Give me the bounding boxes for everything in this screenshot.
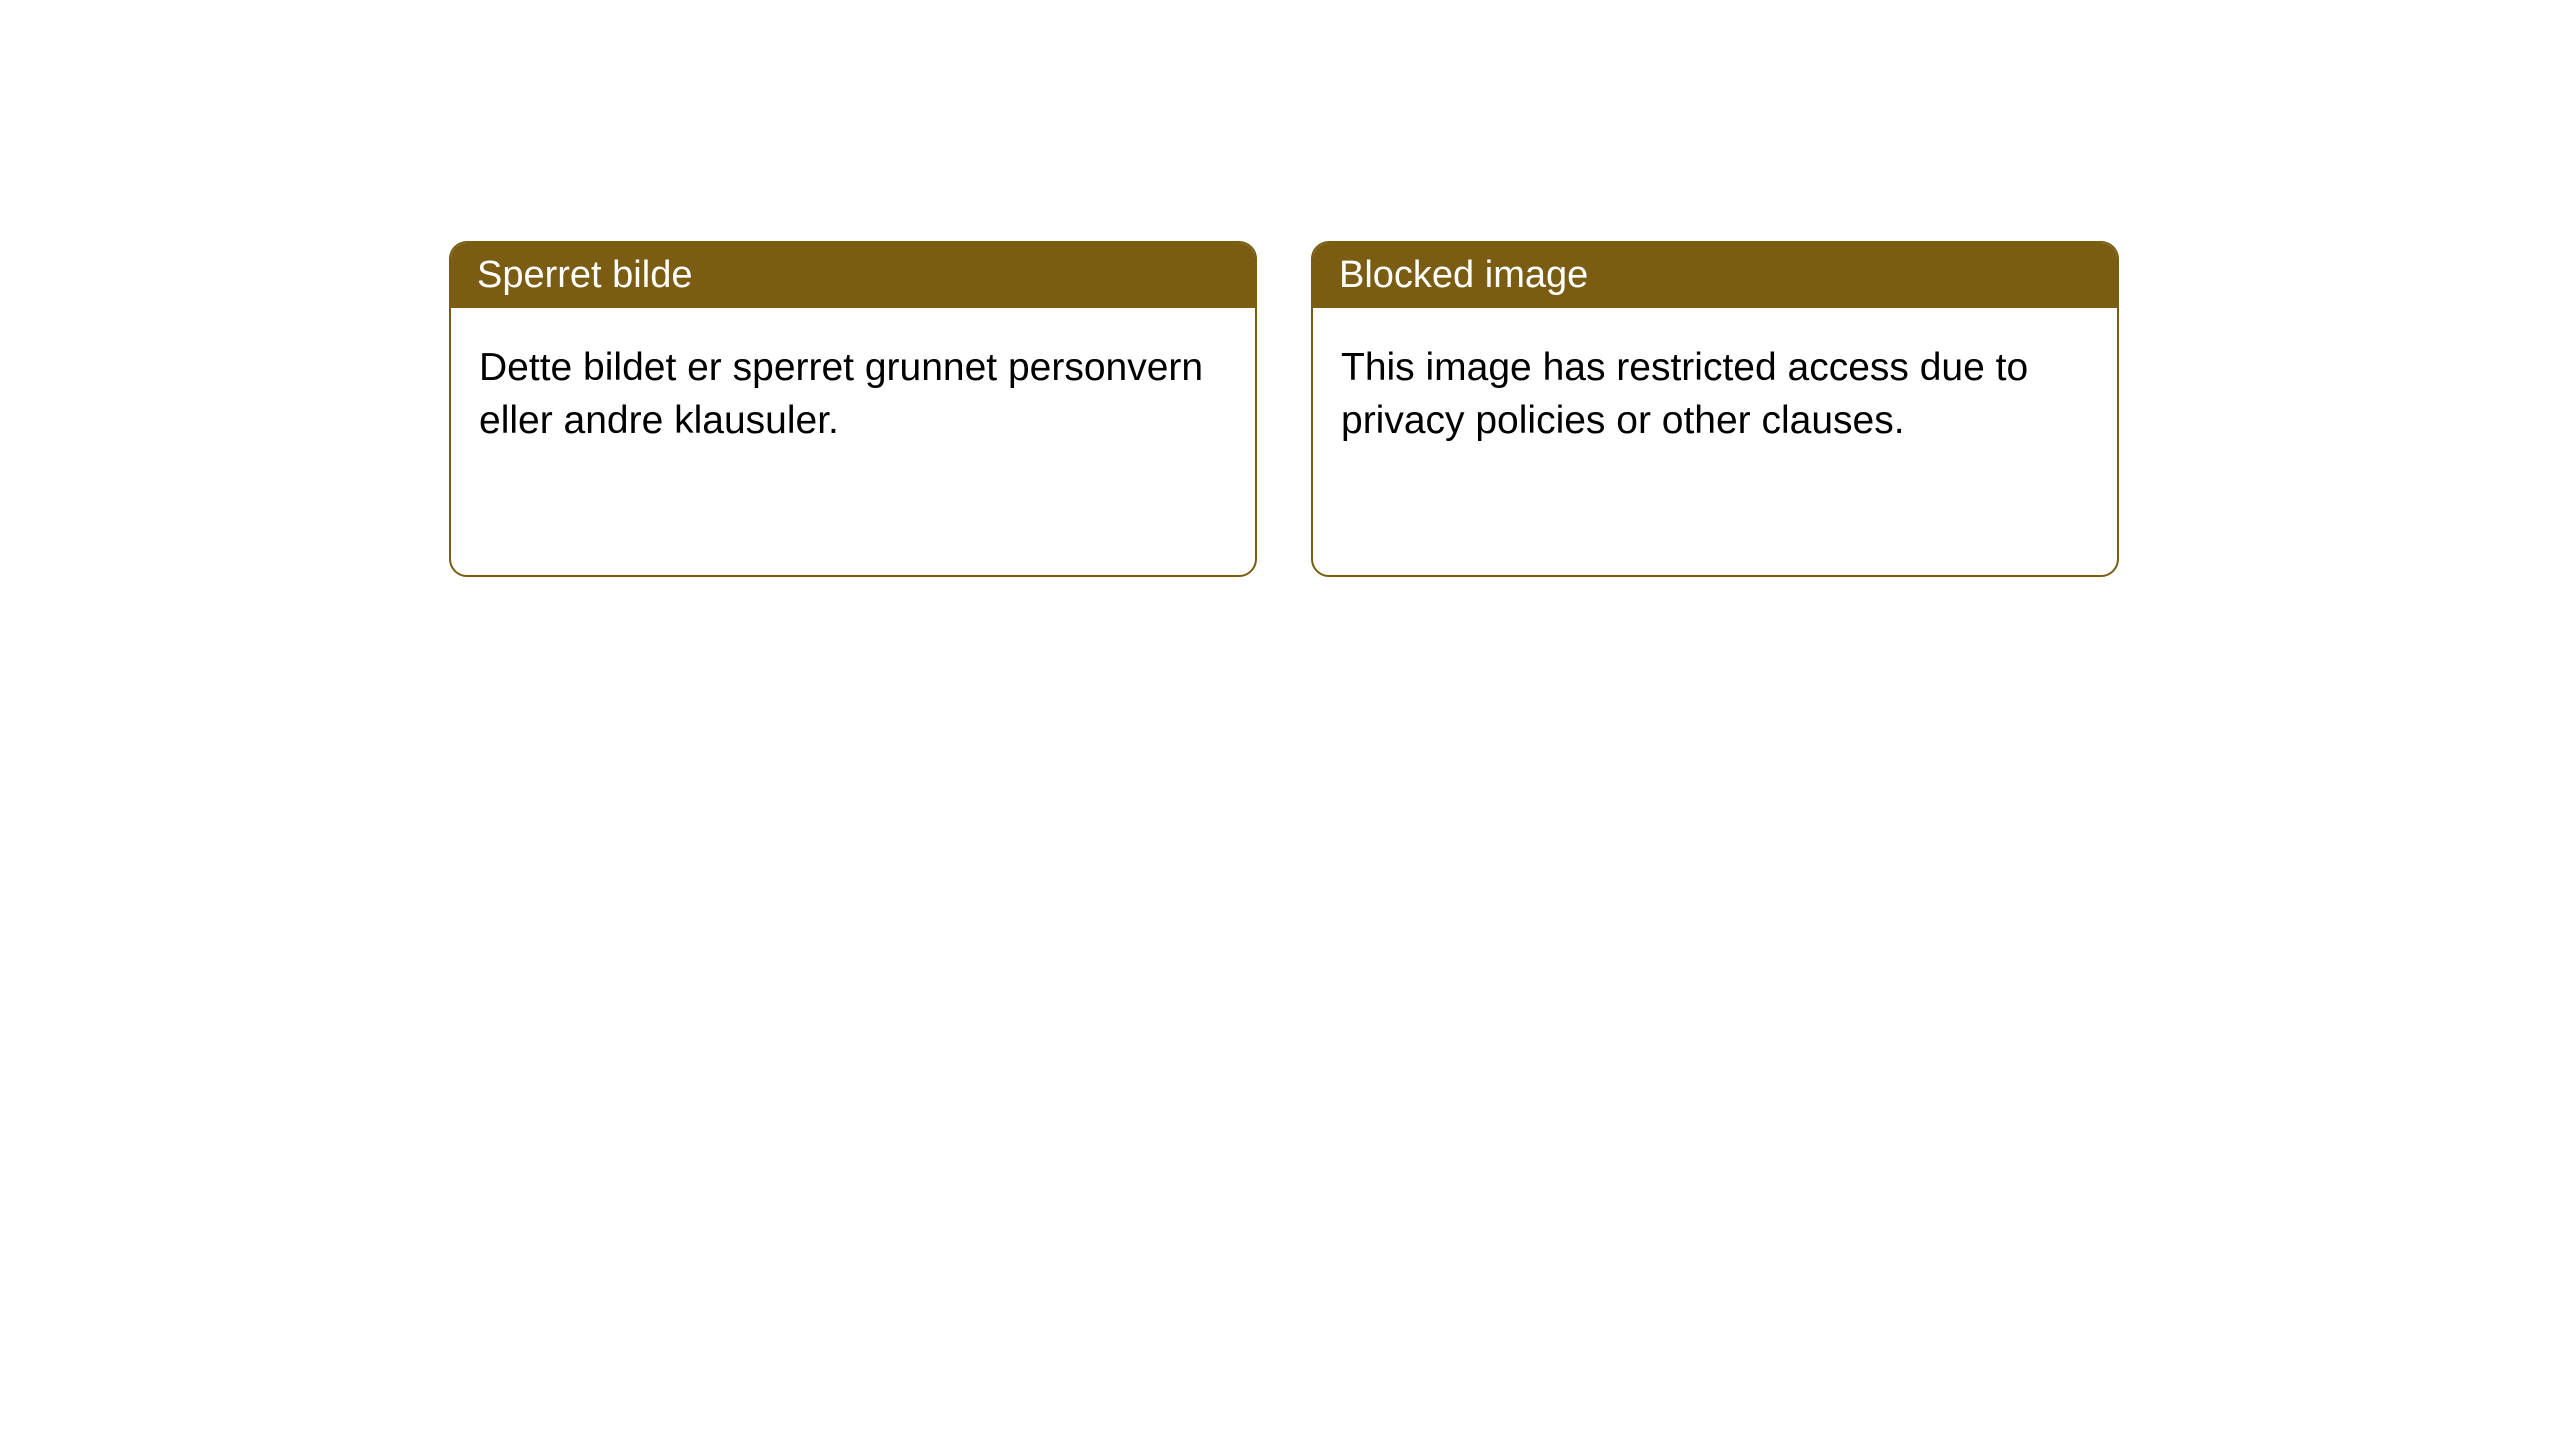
card-header: Sperret bilde bbox=[451, 243, 1255, 308]
card-body: This image has restricted access due to … bbox=[1313, 308, 2117, 481]
card-header: Blocked image bbox=[1313, 243, 2117, 308]
notice-card-norwegian: Sperret bilde Dette bildet er sperret gr… bbox=[449, 241, 1257, 577]
notice-cards-container: Sperret bilde Dette bildet er sperret gr… bbox=[0, 0, 2560, 577]
card-body: Dette bildet er sperret grunnet personve… bbox=[451, 308, 1255, 481]
notice-card-english: Blocked image This image has restricted … bbox=[1311, 241, 2119, 577]
